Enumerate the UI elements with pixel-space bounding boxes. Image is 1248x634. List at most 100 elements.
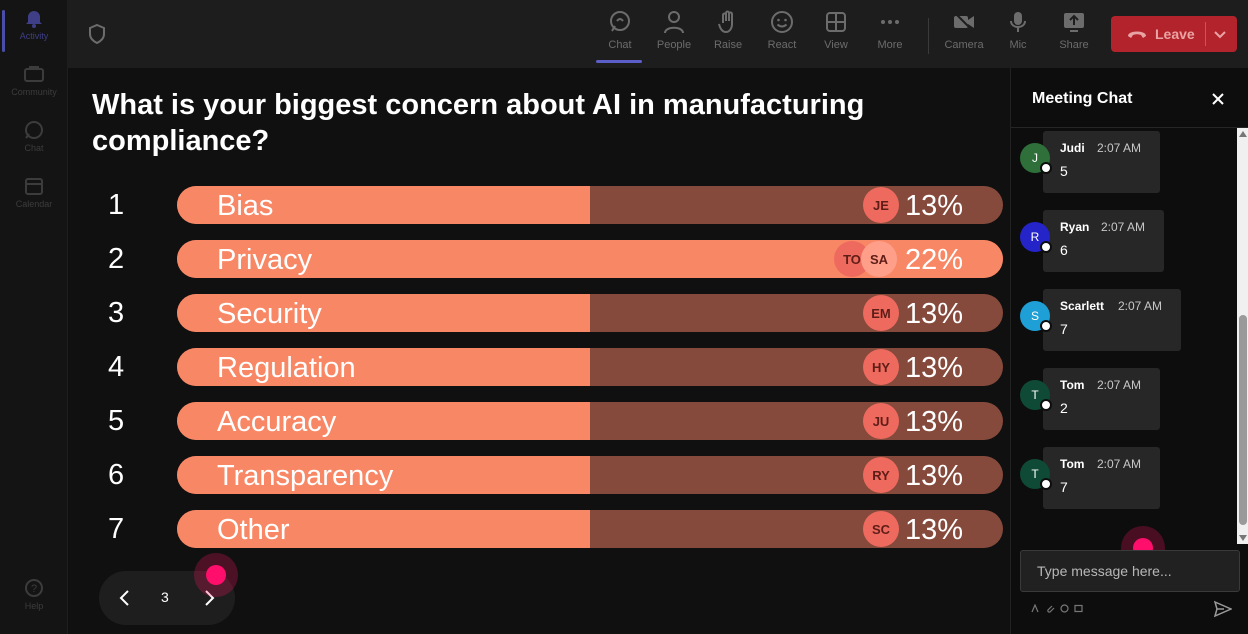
chat-header: Meeting Chat: [1011, 68, 1248, 128]
rail-item-calendar[interactable]: Calendar: [0, 176, 68, 226]
poll-option-row: 2 Privacy TO SA 22%: [68, 240, 1010, 278]
message-text: 7: [1060, 479, 1068, 495]
page-number: 3: [161, 589, 169, 605]
close-icon[interactable]: [1211, 92, 1225, 106]
poll-option-row: 4 Regulation HY 13%: [68, 348, 1010, 386]
voter-avatar: SC: [863, 511, 899, 547]
option-bar: Transparency RY 13%: [177, 456, 1003, 494]
hand-icon: [718, 10, 733, 34]
option-label: Privacy: [217, 244, 313, 276]
shield-icon[interactable]: [88, 24, 106, 44]
chat-message-list: Judi 2:07 AM 5 J Ryan 2:07 AM 6 R Scarle…: [1011, 128, 1237, 544]
option-bar: Bias JE 13%: [177, 186, 1003, 224]
toolbar-raise-button[interactable]: Raise: [702, 10, 754, 62]
toolbar-mic-button[interactable]: Mic: [992, 10, 1044, 62]
scroll-up-arrow-icon[interactable]: [1239, 131, 1247, 137]
avatar: T: [1020, 380, 1052, 411]
emoji-icon[interactable]: [1060, 604, 1069, 613]
presence-dot: [1040, 478, 1052, 490]
rail-item-label: Help: [24, 601, 44, 611]
avatar: J: [1020, 143, 1052, 174]
poll-question: What is your biggest concern about AI in…: [92, 89, 865, 157]
toolbar-button-label: People: [656, 39, 692, 51]
option-bar: Accuracy JU 13%: [177, 402, 1003, 440]
message-time: 2:07 AM: [1118, 299, 1163, 313]
chevron-left-icon[interactable]: [117, 589, 133, 607]
message-time: 2:07 AM: [1097, 457, 1142, 471]
toolbar-view-button[interactable]: View: [810, 10, 862, 62]
chat-message-input[interactable]: [1020, 550, 1240, 592]
option-bar: Regulation HY 13%: [177, 348, 1003, 386]
message-time: 2:07 AM: [1097, 141, 1142, 155]
toolbar-button-label: Share: [1059, 39, 1089, 51]
chevron-right-icon[interactable]: [201, 589, 217, 607]
option-number: 3: [108, 297, 125, 329]
voter-avatar: SA: [861, 241, 897, 277]
toolbar-chat-button[interactable]: Chat: [594, 10, 646, 63]
voter-avatar: HY: [863, 349, 899, 385]
option-label: Accuracy: [217, 406, 337, 438]
option-bar: Other SC 13%: [177, 510, 1003, 548]
app-rail: Activity Community Chat Calendar ? Help: [0, 0, 68, 634]
option-number: 4: [108, 351, 125, 383]
chat-scrollbar[interactable]: [1237, 128, 1248, 544]
camera-off-icon: [954, 12, 974, 32]
option-bar-fill: [177, 510, 590, 548]
poll-option-row: 3 Security EM 13%: [68, 294, 1010, 332]
send-icon[interactable]: [1214, 600, 1232, 618]
toolbar-camera-button[interactable]: Camera: [938, 10, 990, 62]
option-bar-fill: [177, 186, 590, 224]
option-number: 1: [108, 189, 125, 221]
voter-avatar: JE: [863, 187, 899, 223]
grid-icon: [826, 12, 846, 32]
option-label: Transparency: [217, 460, 394, 492]
rail-item-label: Activity: [19, 31, 49, 41]
avatar-initial: T: [1031, 467, 1039, 481]
scrollbar-thumb[interactable]: [1239, 315, 1247, 525]
toolbar-button-label: More: [877, 39, 903, 51]
option-percent: 13%: [904, 352, 963, 384]
svg-text:?: ?: [31, 583, 37, 595]
voter-avatar: JU: [863, 403, 899, 439]
presence-dot: [1040, 399, 1052, 411]
help-icon: ?: [25, 579, 43, 597]
option-label: Bias: [217, 190, 274, 222]
toolbar-share-button[interactable]: Share: [1048, 10, 1100, 62]
presence-dot: [1040, 320, 1052, 332]
rail-item-label: Community: [11, 87, 57, 97]
toolbar-react-button[interactable]: React: [756, 10, 808, 62]
rail-item-help[interactable]: ? Help: [0, 578, 68, 628]
toolbar-people-button[interactable]: People: [648, 10, 700, 62]
poll-option-row: 7 Other SC 13%: [68, 510, 1010, 548]
leave-button[interactable]: Leave: [1111, 16, 1237, 52]
option-percent: 22%: [904, 244, 963, 276]
rail-item-activity[interactable]: Activity: [0, 8, 68, 58]
message-text: 7: [1060, 321, 1068, 337]
rail-item-community[interactable]: Community: [0, 64, 68, 114]
message-bubble: Tom 2:07 AM 7: [1043, 447, 1160, 509]
toolbar-button-label: Chat: [608, 39, 632, 51]
avatar-initial: R: [1030, 230, 1040, 244]
avatar-initial: S: [1030, 309, 1039, 323]
option-bar-fill: [177, 348, 590, 386]
message-text: 2: [1060, 400, 1068, 416]
message-bubble: Tom 2:07 AM 2: [1043, 368, 1160, 430]
smiley-icon: [771, 11, 793, 33]
message-sender: Tom: [1060, 457, 1085, 471]
rail-item-chat[interactable]: Chat: [0, 120, 68, 170]
attach-icon[interactable]: [1046, 604, 1055, 613]
share-icon: [1064, 13, 1084, 32]
meeting-chat-panel: Meeting Chat Judi 2:07 AM 5 J Ryan 2:07 …: [1010, 68, 1248, 634]
toolbar-button-label: React: [767, 39, 797, 51]
scroll-down-arrow-icon[interactable]: [1239, 535, 1247, 541]
format-text-icon[interactable]: [1031, 604, 1040, 613]
toolbar-more-button[interactable]: More: [864, 10, 916, 62]
toolbar-button-label: Camera: [944, 39, 984, 51]
avatar: R: [1020, 222, 1052, 253]
chat-icon: [25, 121, 43, 139]
option-percent: 13%: [904, 190, 963, 222]
chevron-down-icon[interactable]: [1214, 28, 1226, 40]
message-bubble: Judi 2:07 AM 5: [1043, 131, 1160, 193]
gif-icon[interactable]: [1074, 604, 1083, 613]
more-icon: [881, 20, 899, 24]
